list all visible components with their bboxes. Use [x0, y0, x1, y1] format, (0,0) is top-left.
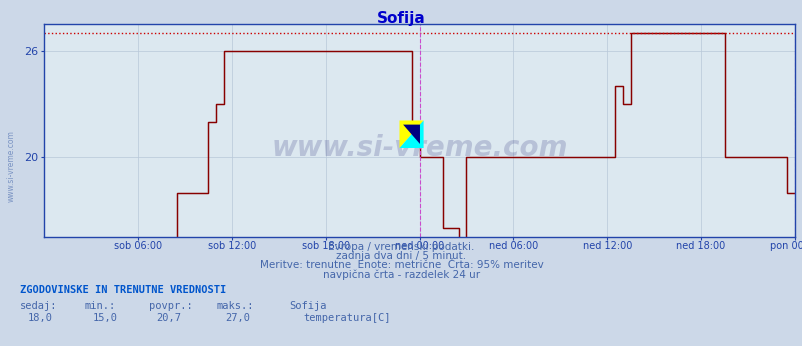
Text: maks.:: maks.: [217, 301, 254, 311]
Text: 18,0: 18,0 [28, 313, 53, 323]
Text: ZGODOVINSKE IN TRENUTNE VREDNOSTI: ZGODOVINSKE IN TRENUTNE VREDNOSTI [20, 285, 226, 295]
Polygon shape [399, 120, 423, 148]
Text: Sofija: Sofija [289, 301, 326, 311]
Polygon shape [399, 120, 423, 148]
Text: Sofija: Sofija [377, 11, 425, 26]
Text: 20,7: 20,7 [156, 313, 181, 323]
Polygon shape [403, 125, 419, 144]
Text: zadnja dva dni / 5 minut.: zadnja dva dni / 5 minut. [336, 251, 466, 261]
Text: www.si-vreme.com: www.si-vreme.com [271, 134, 567, 162]
Text: Meritve: trenutne  Enote: metrične  Črta: 95% meritev: Meritve: trenutne Enote: metrične Črta: … [259, 260, 543, 270]
Text: 15,0: 15,0 [92, 313, 117, 323]
Text: 27,0: 27,0 [225, 313, 249, 323]
Text: povpr.:: povpr.: [148, 301, 192, 311]
Text: navpična črta - razdelek 24 ur: navpična črta - razdelek 24 ur [322, 269, 480, 280]
Text: temperatura[C]: temperatura[C] [303, 313, 391, 323]
Text: min.:: min.: [84, 301, 115, 311]
Text: Evropa / vremenski podatki.: Evropa / vremenski podatki. [328, 242, 474, 252]
Text: www.si-vreme.com: www.si-vreme.com [6, 130, 15, 202]
Text: sedaj:: sedaj: [20, 301, 58, 311]
